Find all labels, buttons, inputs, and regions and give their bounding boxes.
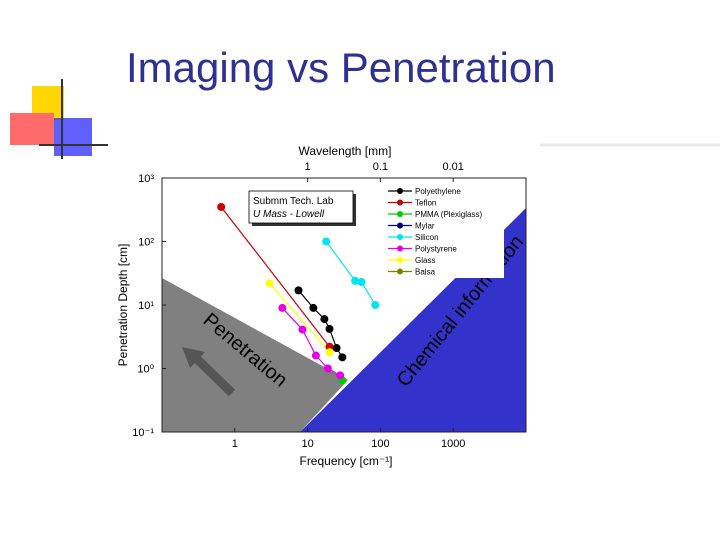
x-tick-label: 1000 bbox=[441, 438, 465, 450]
glass-point bbox=[265, 279, 274, 288]
top-axis-label: Wavelength [mm] bbox=[299, 144, 392, 158]
silicon-point bbox=[351, 276, 360, 285]
x-axis-ticks: 1 10 100 1000 bbox=[232, 428, 465, 450]
legend-balsa-label: Balsa bbox=[415, 268, 436, 277]
polyethylene-point bbox=[294, 286, 303, 295]
legend-polyethylene-label: Polyethylene bbox=[415, 187, 461, 196]
y-tick-label: 10³ bbox=[138, 173, 154, 185]
y-tick-label: 10⁰ bbox=[137, 364, 154, 376]
teflon-point bbox=[325, 342, 334, 351]
glass-point bbox=[325, 348, 334, 357]
teflon-line bbox=[220, 206, 330, 348]
legend-pmma-plexiglass-label: PMMA (Plexiglass) bbox=[415, 210, 482, 219]
polyethylene-point bbox=[309, 303, 318, 312]
legend-pmma-plexiglass-marker bbox=[397, 211, 403, 217]
y-tick-label: 10² bbox=[138, 237, 154, 249]
x-tick-label: 100 bbox=[371, 438, 389, 450]
silicon-point bbox=[371, 301, 380, 309]
polyethylene-point bbox=[332, 344, 341, 353]
legend-balsa-marker bbox=[397, 268, 403, 275]
polyethylene-point bbox=[325, 324, 334, 333]
top-tick-label: 1 bbox=[305, 161, 311, 173]
top-tick-label: 0.1 bbox=[373, 161, 388, 173]
polystyrene-point bbox=[278, 303, 287, 312]
legend-silicon-label: Silicon bbox=[415, 233, 439, 242]
polyethylene-point bbox=[320, 315, 329, 324]
legend-polystyrene-label: Polystyrene bbox=[415, 245, 457, 254]
legend-box bbox=[384, 184, 504, 278]
legend: Polyethylene Teflon PMMA (Plexiglass) Mylar… bbox=[384, 184, 504, 278]
slide-title: Imaging vs Penetration bbox=[126, 44, 556, 91]
lab-box: Submm Tech. Lab U Mass - Lowell bbox=[248, 190, 356, 226]
top-axis-ticks: 1 0.1 0.01 bbox=[305, 161, 464, 182]
penetration-arrow bbox=[182, 347, 236, 397]
lab-box-line1: Submm Tech. Lab bbox=[253, 196, 334, 207]
silicon-point bbox=[322, 237, 331, 246]
silicon-point bbox=[357, 278, 366, 287]
polyethylene-point bbox=[338, 353, 347, 362]
x-axis-label: Frequency [cm⁻¹] bbox=[299, 454, 392, 468]
legend-teflon-marker bbox=[397, 199, 403, 206]
deco-red-square bbox=[10, 113, 54, 145]
y-axis-ticks: 10⁻¹ 10⁰ 10¹ 10² 10³ bbox=[132, 173, 166, 439]
series-points bbox=[217, 202, 380, 385]
decorative-logo bbox=[10, 79, 108, 159]
legend-glass-label: Glass bbox=[415, 256, 435, 265]
x-tick-label: 10 bbox=[301, 438, 313, 450]
top-tick-label: 0.01 bbox=[442, 161, 463, 173]
y-tick-label: 10⁻¹ bbox=[132, 427, 154, 439]
legend-silicon-marker bbox=[397, 234, 403, 240]
polystyrene-point bbox=[336, 371, 345, 380]
legend-polystyrene-marker bbox=[397, 245, 403, 252]
lab-box-line2: U Mass - Lowell bbox=[253, 209, 325, 220]
x-tick-label: 1 bbox=[232, 438, 238, 450]
glass-line bbox=[269, 282, 330, 353]
legend-mylar-marker bbox=[397, 222, 403, 229]
legend-polyethylene-marker bbox=[397, 188, 403, 194]
polystyrene-point bbox=[311, 351, 320, 360]
legend-teflon-label: Teflon bbox=[415, 199, 436, 208]
legend-mylar-label: Mylar bbox=[415, 222, 435, 231]
polystyrene-point bbox=[323, 364, 332, 373]
teflon-point bbox=[217, 202, 226, 211]
y-tick-label: 10¹ bbox=[138, 300, 154, 312]
polystyrene-point bbox=[298, 325, 307, 334]
deco-blue-square bbox=[54, 118, 92, 156]
penetration-region bbox=[162, 278, 348, 432]
legend-glass-marker bbox=[397, 257, 403, 263]
y-axis-label: Penetration Depth [cm] bbox=[116, 244, 130, 367]
